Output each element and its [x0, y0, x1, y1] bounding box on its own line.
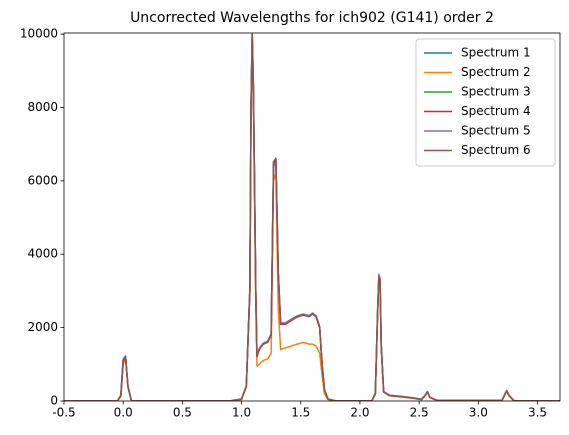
legend-label: Spectrum 4	[461, 104, 531, 118]
series-line	[64, 33, 560, 401]
y-tick-label: 6000	[27, 173, 58, 187]
legend-label: Spectrum 3	[461, 85, 531, 99]
y-tick-label: 2000	[27, 320, 58, 334]
x-tick-label: 2.5	[410, 406, 429, 420]
y-tick-label: 10000	[20, 27, 58, 41]
legend-label: Spectrum 2	[461, 65, 531, 79]
x-tick-label: 1.5	[291, 406, 310, 420]
legend-label: Spectrum 1	[461, 46, 531, 60]
y-tick-label: 8000	[27, 100, 58, 114]
plot-frame	[63, 32, 561, 402]
plot-lines	[64, 33, 560, 401]
x-tick-label: 0.0	[114, 406, 133, 420]
y-tick-label: 4000	[27, 247, 58, 261]
x-tick-label: 2.0	[350, 406, 369, 420]
legend-label: Spectrum 6	[461, 143, 531, 157]
x-tick-label: 3.0	[469, 406, 488, 420]
x-tick-label: 1.0	[232, 406, 251, 420]
chart-title: Uncorrected Wavelengths for ich902 (G141…	[130, 10, 494, 26]
legend-label: Spectrum 5	[461, 124, 531, 138]
y-tick-label: 0	[50, 394, 58, 408]
x-tick-label: 3.5	[528, 406, 547, 420]
x-tick-label: -0.5	[52, 406, 75, 420]
legend-box	[415, 38, 556, 167]
x-tick-label: 0.5	[173, 406, 192, 420]
